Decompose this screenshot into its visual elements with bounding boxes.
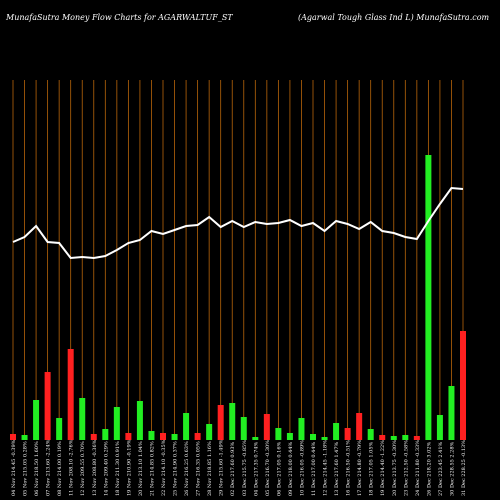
bar xyxy=(356,413,363,440)
bar xyxy=(102,429,109,440)
x-tick-label: 11 Nov 208.10 -2.76% xyxy=(69,439,75,496)
x-tick-label: 18 Dec 217.05 1.05% xyxy=(369,441,375,496)
x-tick-label: 02 Dec 217.60 0.93% xyxy=(230,441,236,496)
x-tick-label: 13 Dec 217.60 1.47% xyxy=(334,441,340,496)
x-tick-label: 04 Nov 214.45 -0.39% xyxy=(11,439,17,496)
bar xyxy=(240,417,247,440)
bar xyxy=(367,429,374,440)
bar xyxy=(113,407,120,440)
x-tick-label: 16 Dec 216.50 -0.51% xyxy=(346,440,352,496)
x-tick-label: 28 Nov 218.85 1.16% xyxy=(207,441,213,496)
x-tick-label: 05 Nov 215.05 0.28% xyxy=(23,441,29,496)
bar xyxy=(90,434,97,440)
bar xyxy=(171,434,178,440)
x-tick-label: 18 Nov 211.30 0.91% xyxy=(115,441,121,496)
bar xyxy=(390,436,397,440)
x-tick-label: 03 Dec 215.75 -0.85% xyxy=(242,440,248,496)
x-tick-label: 19 Nov 210.90 -0.19% xyxy=(126,439,132,496)
bar xyxy=(321,437,328,440)
x-tick-label: 05 Dec 216.70 -0.30% xyxy=(265,440,271,496)
bar xyxy=(344,428,351,440)
bar xyxy=(56,418,63,440)
x-tick-label: 26 Dec 218.20 3.02% xyxy=(426,441,432,496)
x-tick-label: 26 Nov 216.25 0.63% xyxy=(184,441,190,496)
bar xyxy=(148,431,155,440)
bar xyxy=(33,400,40,440)
x-tick-label: 14 Nov 209.40 0.29% xyxy=(103,441,109,496)
chart-title: MunafaSutra Money Flow Charts for AGARWA… xyxy=(5,13,233,22)
x-tick-label: 10 Dec 216.05 -0.89% xyxy=(299,440,305,496)
x-tick-label: 04 Dec 217.35 0.74% xyxy=(253,441,259,496)
x-tick-label: 12 Nov 209.55 0.70% xyxy=(80,441,86,496)
x-tick-label: 17 Dec 214.80 -0.79% xyxy=(357,440,363,496)
bar xyxy=(79,398,86,440)
bar xyxy=(125,433,132,440)
x-tick-label: 19 Dec 214.40 -1.22% xyxy=(380,440,386,496)
x-tick-label: 27 Dec 223.45 2.41% xyxy=(438,441,444,496)
x-tick-label: 27 Nov 216.35 0.05% xyxy=(196,441,202,496)
chart-subtitle: (Agarwal Tough Glass Ind L) MunafaSutra.… xyxy=(298,13,490,22)
bar xyxy=(229,403,236,440)
bar xyxy=(286,433,293,440)
bar xyxy=(448,386,455,440)
bar xyxy=(333,423,340,440)
x-tick-label: 22 Nov 214.10 -0.35% xyxy=(161,439,167,496)
bar xyxy=(21,435,28,440)
bar xyxy=(436,415,443,440)
bar xyxy=(460,331,466,440)
x-tick-label: 09 Dec 218.00 0.44% xyxy=(288,441,294,496)
bar xyxy=(44,372,51,440)
flow-line xyxy=(12,186,464,260)
x-tick-label: 13 Nov 208.80 -0.36% xyxy=(92,439,98,496)
bar xyxy=(136,401,143,440)
bar xyxy=(252,437,259,440)
x-tick-label: 06 Nov 218.50 1.60% xyxy=(34,441,40,496)
bar xyxy=(160,433,166,440)
bar xyxy=(67,349,74,440)
x-tick-label: 23 Dec 212.50 -0.58% xyxy=(403,440,409,496)
bar xyxy=(298,418,305,440)
x-tick-label: 07 Nov 213.60 -2.24% xyxy=(46,439,52,496)
bar xyxy=(310,434,316,440)
bar xyxy=(206,424,213,440)
bar xyxy=(194,433,201,440)
x-tick-label: 30 Dec 228.55 2.28% xyxy=(449,441,455,496)
x-tick-label: 29 Nov 215.60 -1.49% xyxy=(219,439,225,496)
x-tick-label: 25 Nov 214.90 0.37% xyxy=(173,441,179,496)
bar xyxy=(402,435,409,440)
x-tick-label: 12 Dec 214.45 -1.18% xyxy=(323,440,329,496)
x-tick-label: 06 Dec 217.05 0.16% xyxy=(276,441,282,496)
x-tick-label: 20 Nov 213.10 1.04% xyxy=(138,441,144,496)
bar xyxy=(425,155,432,440)
bar xyxy=(263,414,270,440)
x-tick-label: 31 Dec 228.25 -0.13% xyxy=(461,440,467,496)
bar xyxy=(275,428,282,440)
x-tick-label: 11 Dec 217.00 0.44% xyxy=(311,441,317,496)
bar xyxy=(183,413,190,440)
bar xyxy=(413,436,420,440)
bar xyxy=(10,434,16,440)
x-tick-label: 20 Dec 213.75 -0.30% xyxy=(392,440,398,496)
x-tick-label: 08 Nov 214.00 0.19% xyxy=(57,441,63,496)
x-tick-label: 24 Dec 211.80 -0.33% xyxy=(415,440,421,496)
x-tick-label: 21 Nov 214.85 0.82% xyxy=(149,441,155,496)
bar xyxy=(217,405,224,440)
bar xyxy=(379,435,386,440)
